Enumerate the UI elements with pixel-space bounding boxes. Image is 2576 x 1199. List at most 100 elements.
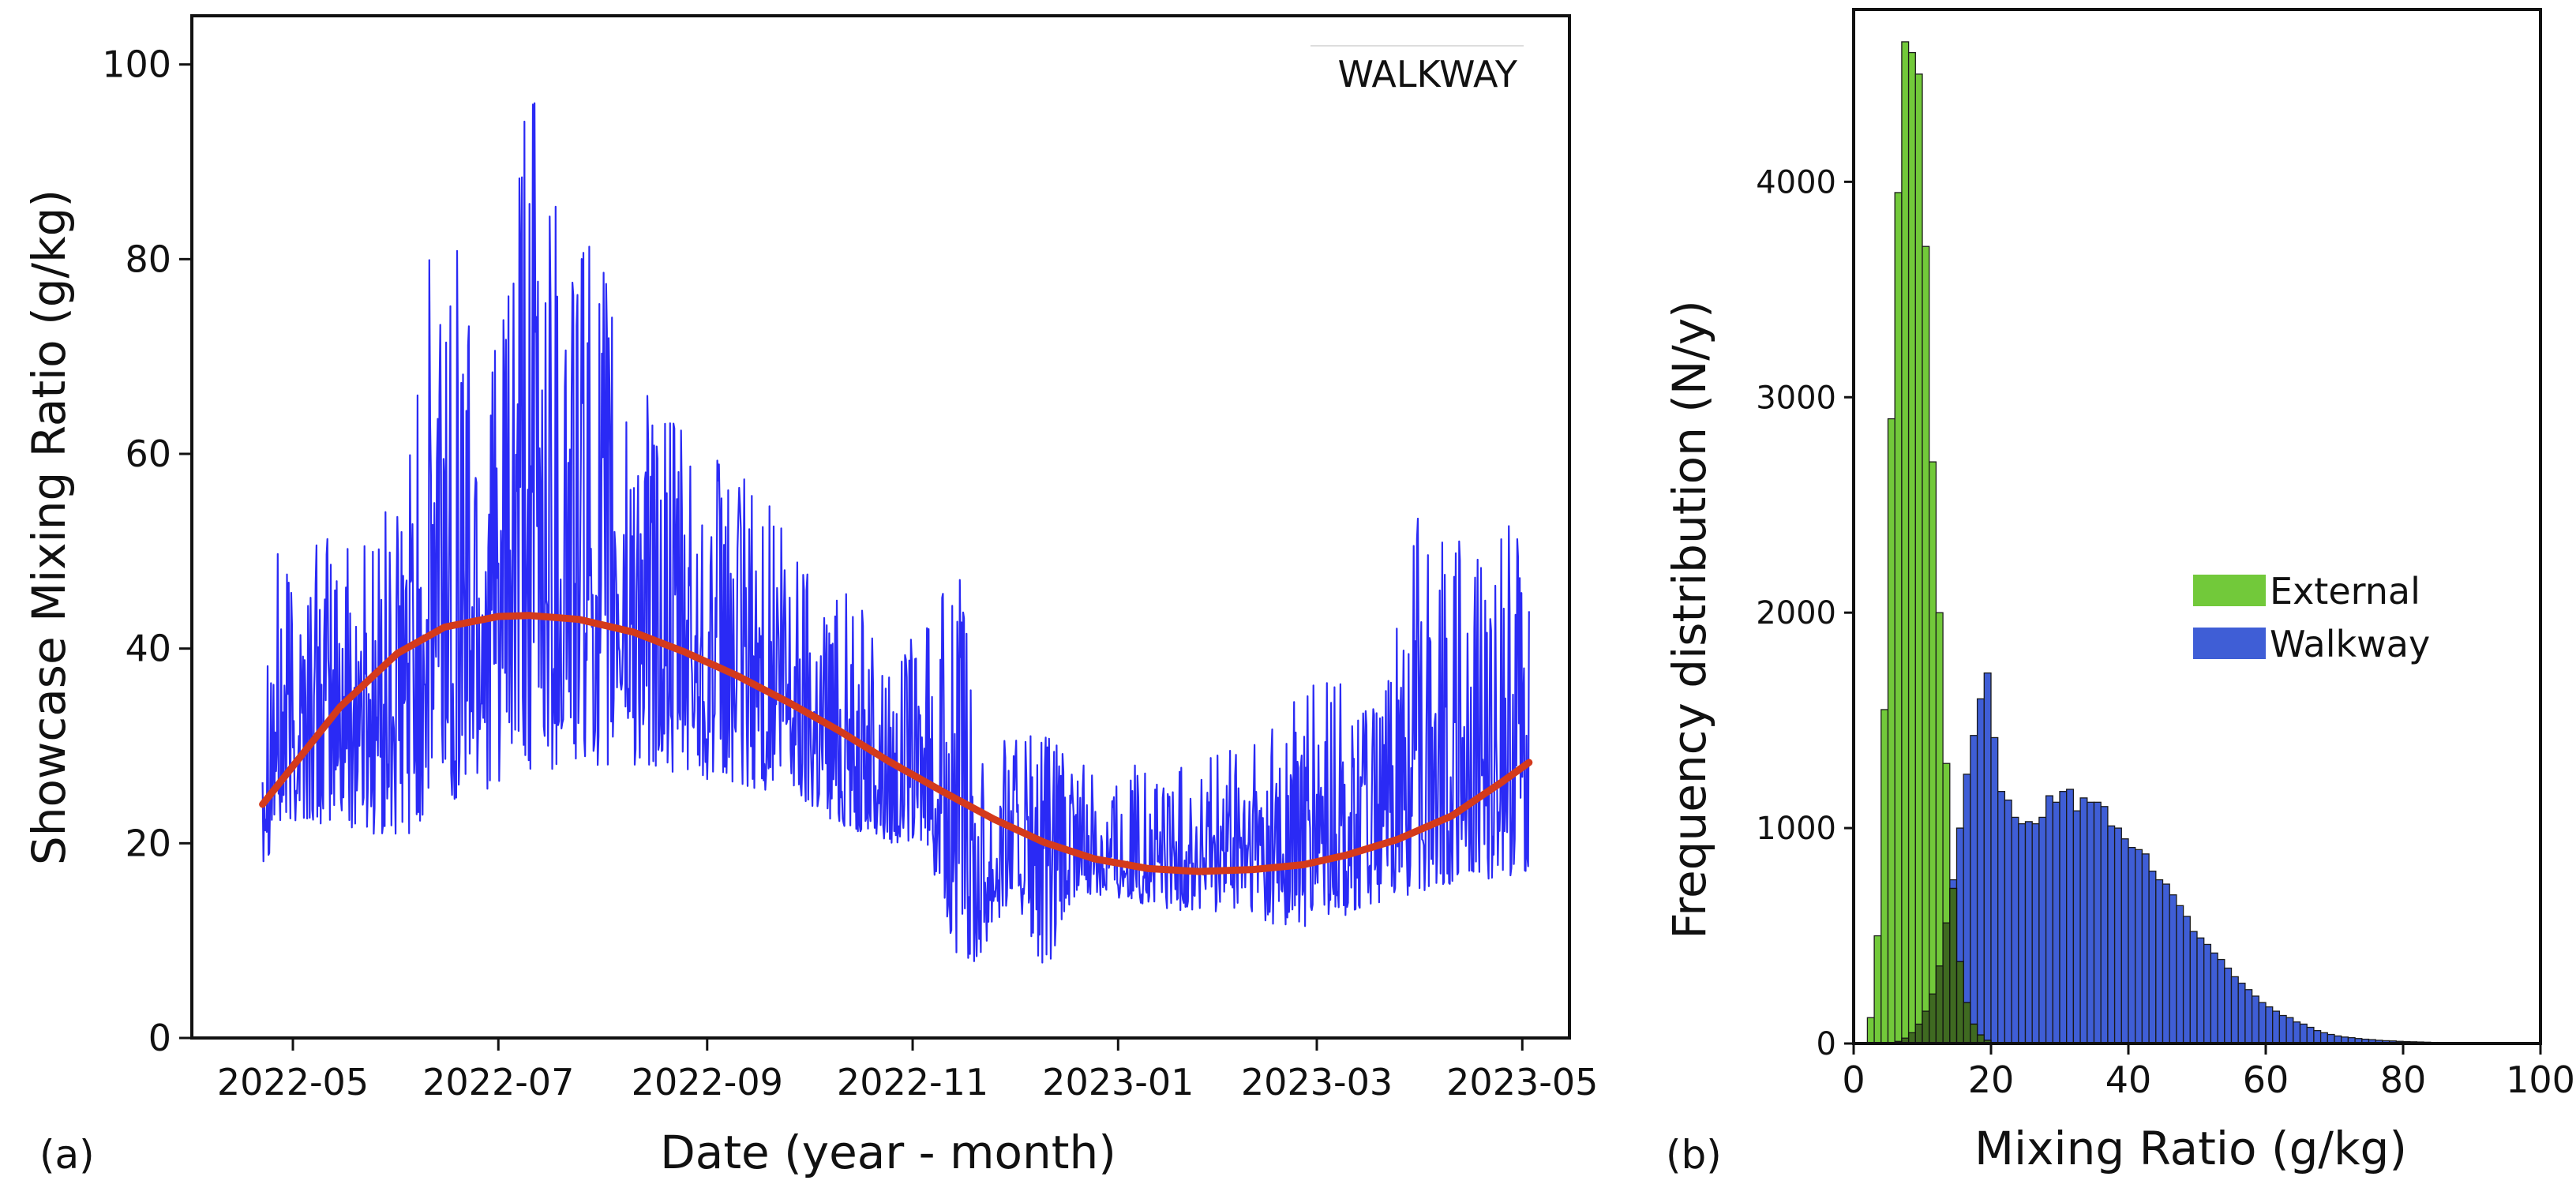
bar-overlap (1914, 1023, 1923, 1044)
bar-walkway (2093, 801, 2102, 1044)
bar-walkway (2107, 825, 2116, 1044)
bar-external (1880, 709, 1889, 1044)
bar-walkway (2230, 976, 2239, 1044)
bar-walkway (2293, 1021, 2301, 1044)
bar-walkway (2100, 806, 2109, 1044)
bar-walkway (2141, 853, 2150, 1044)
x-tick-label-b: 40 (2105, 1058, 2152, 1101)
x-tick-label-a: 2022-05 (217, 1061, 369, 1103)
y-tick-label-a: 80 (125, 238, 171, 280)
y-tick-label-a: 0 (148, 1017, 171, 1059)
y-tick-label-a: 20 (125, 822, 171, 864)
bar-walkway (2244, 989, 2253, 1044)
panel-b-histogram-chart: 0 1000 2000 3000 4000 0 20 40 60 80 100 External … (1663, 8, 2575, 1178)
bar-walkway (2072, 810, 2081, 1044)
bar-overlap (1929, 993, 1937, 1044)
x-axis-ticks-b: 0 20 40 60 80 100 (1842, 1044, 2575, 1101)
bar-walkway (2299, 1023, 2308, 1044)
trend-fit-line (259, 612, 1533, 875)
bar-walkway (2113, 827, 2122, 1044)
y-tick-label-a: 100 (102, 43, 171, 86)
bar-walkway (2306, 1026, 2315, 1044)
x-tick-label-a: 2022-07 (422, 1061, 574, 1103)
bar-walkway (2031, 822, 2040, 1044)
y-tick-label-a: 40 (125, 628, 171, 670)
legend-label-external: External (2270, 570, 2420, 613)
bar-walkway (2018, 822, 2027, 1044)
x-tick-label-b: 80 (2380, 1058, 2427, 1101)
x-tick-label-b: 20 (1968, 1058, 2015, 1101)
bar-external (1929, 461, 1937, 1044)
bar-walkway (2052, 801, 2060, 1044)
histogram-bars (1866, 41, 2514, 1044)
legend-swatch-walkway (2193, 628, 2266, 659)
x-axis-label-a: Date (year - month) (660, 1126, 1116, 1179)
bar-overlap (1955, 961, 1964, 1044)
bar-walkway (2217, 958, 2225, 1044)
bar-overlap (1942, 922, 1951, 1044)
plot-frame-a (190, 14, 1571, 1040)
y-axis-label-a: Showcase Mixing Ratio (g/kg) (22, 189, 76, 865)
bar-overlap (1935, 965, 1944, 1044)
bar-walkway (2059, 791, 2068, 1044)
y-tick-label-b: 1000 (1756, 811, 1836, 847)
bar-walkway (2182, 916, 2191, 1044)
y-tick-label-b: 3000 (1756, 380, 1836, 416)
legend-label-walkway: Walkway (2270, 623, 2430, 665)
bar-external (1922, 245, 1930, 1044)
bar-walkway (2011, 816, 2019, 1044)
y-axis-ticks-a: 0 20 40 60 80 100 (102, 43, 192, 1059)
y-tick-label-b: 0 (1817, 1026, 1836, 1062)
bar-walkway (2251, 995, 2259, 1044)
y-axis-label-b: Frequency distribution (N/y) (1663, 300, 1716, 939)
x-axis-ticks-a: 2022-05 2022-07 2022-09 2022-11 2023-01 2023-… (217, 1038, 1598, 1103)
x-tick-label-a: 2023-01 (1042, 1061, 1194, 1103)
bar-walkway (1970, 735, 1978, 1044)
bar-walkway (2038, 816, 2047, 1044)
bar-walkway (2210, 952, 2218, 1044)
bar-overlap (1949, 887, 1958, 1044)
bar-walkway (2285, 1017, 2294, 1044)
bar-overlap (1908, 1032, 1916, 1044)
bar-external (1894, 192, 1903, 1044)
bar-walkway (2196, 937, 2205, 1044)
legend-swatch-external (2193, 575, 2266, 606)
bar-walkway (2120, 838, 2129, 1044)
y-tick-label-a: 60 (125, 433, 171, 475)
bar-walkway (1997, 791, 2006, 1044)
bar-walkway (2155, 879, 2164, 1044)
bar-overlap (1970, 1023, 1978, 1044)
x-tick-label-b: 100 (2506, 1058, 2575, 1101)
bar-walkway (2272, 1010, 2281, 1044)
bar-walkway (2189, 931, 2198, 1044)
plot-frame-b (1852, 8, 2542, 1045)
bar-walkway (2045, 795, 2053, 1044)
bar-walkway (2079, 797, 2088, 1044)
walkway-data-line (261, 102, 1530, 964)
bar-walkway (2128, 846, 2136, 1044)
bar-walkway (2203, 943, 2212, 1044)
x-tick-label-a: 2023-05 (1446, 1061, 1598, 1103)
bar-walkway (2237, 982, 2246, 1044)
panel-label-b: (b) (1666, 1132, 1722, 1178)
bar-walkway (2278, 1014, 2287, 1044)
walkway-data-series (261, 102, 1530, 964)
bar-walkway (2265, 1006, 2274, 1044)
x-axis-label-b: Mixing Ratio (g/kg) (1974, 1122, 2407, 1175)
bar-walkway (2148, 871, 2157, 1044)
panel-label-a: (a) (39, 1132, 95, 1178)
x-tick-label-a: 2022-09 (632, 1061, 783, 1103)
x-tick-label-a: 2023-03 (1241, 1061, 1393, 1103)
y-axis-ticks-b: 0 1000 2000 3000 4000 (1756, 164, 1854, 1062)
y-tick-label-b: 4000 (1756, 164, 1836, 200)
x-tick-label-b: 0 (1842, 1058, 1865, 1101)
x-tick-label-b: 60 (2243, 1058, 2289, 1101)
bar-walkway (1983, 672, 1992, 1044)
bar-walkway (2004, 799, 2012, 1044)
bar-external (1907, 51, 1916, 1044)
bar-walkway (2224, 967, 2233, 1044)
bar-walkway (1990, 736, 1999, 1044)
bar-walkway (2313, 1029, 2322, 1044)
bar-walkway (2176, 905, 2184, 1044)
